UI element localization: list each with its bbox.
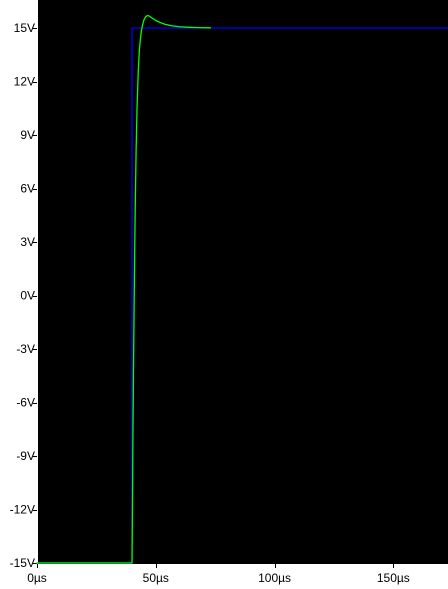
y-tick-label: -6V	[16, 396, 35, 410]
y-tick-label: -12V	[10, 503, 35, 517]
y-axis: 15V 12V 9V 6V 3V 0V -3V -6V -9V -12V -15V	[10, 21, 37, 570]
y-tick-label: 3V	[20, 235, 35, 249]
y-tick-label: 15V	[14, 21, 35, 35]
y-tick-label: -15V	[10, 556, 35, 570]
x-tick-label: 50µs	[143, 571, 169, 585]
y-tick-label: 0V	[20, 289, 35, 303]
output-trace	[36, 14, 212, 564]
x-tick-label: 100µs	[258, 571, 291, 585]
y-tick-label: 9V	[20, 128, 35, 142]
x-axis: 0µs 50µs 100µs 150µs	[27, 564, 410, 585]
y-tick-label: -3V	[16, 342, 35, 356]
plot-background	[37, 0, 448, 564]
x-tick-label: 150µs	[377, 571, 410, 585]
y-tick-label: 12V	[14, 75, 35, 89]
x-tick-label: 0µs	[27, 571, 47, 585]
y-tick-label: -9V	[16, 449, 35, 463]
traces	[36, 14, 448, 564]
y-tick-label: 6V	[20, 182, 35, 196]
plot-area	[37, 0, 448, 565]
